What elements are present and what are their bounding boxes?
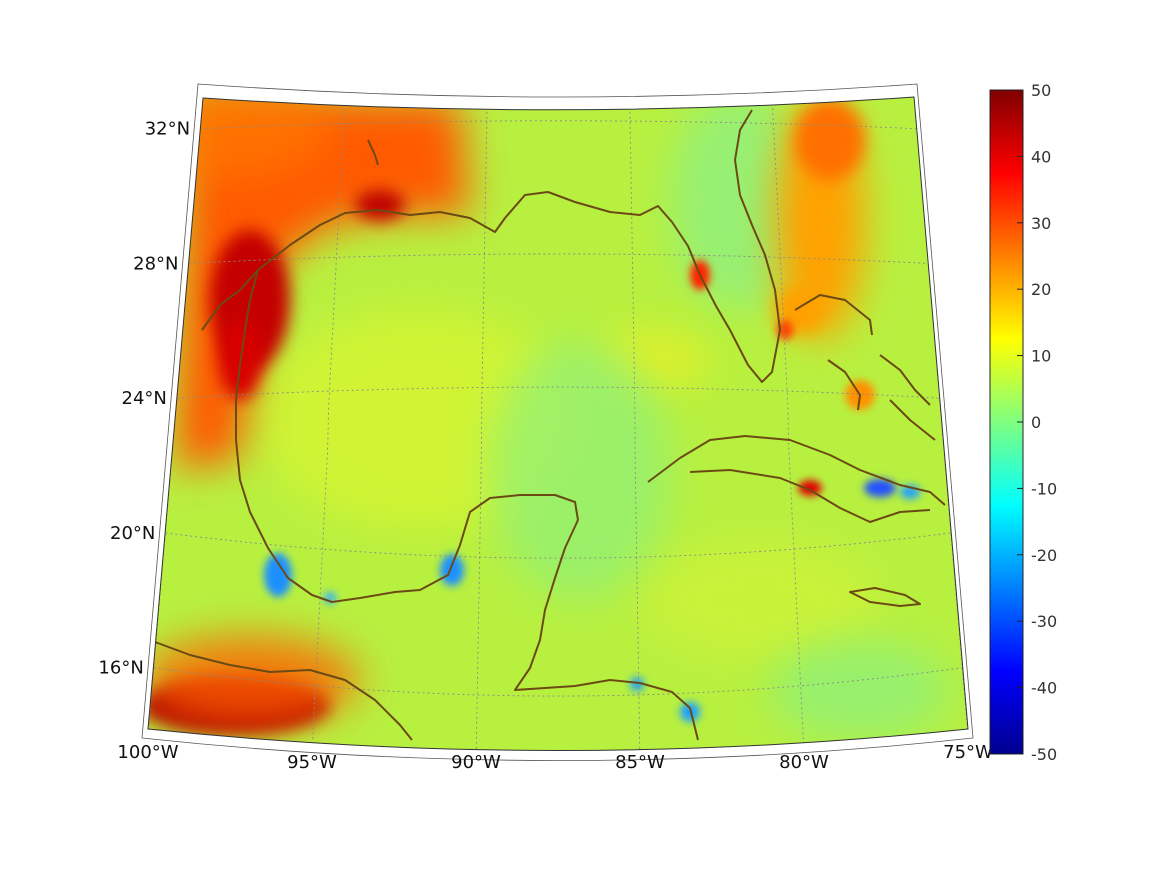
longitude-tick-label: 80°W: [779, 752, 829, 773]
colorbar-tick-label: 30: [1031, 214, 1051, 233]
latitude-tick-label: 28°N: [133, 253, 178, 274]
longitude-tick-label: 95°W: [287, 752, 337, 773]
longitude-tick-label: 85°W: [615, 752, 665, 773]
latitude-tick-label: 24°N: [122, 388, 167, 409]
colorbar-tick-label: -20: [1031, 546, 1057, 565]
meridian-line: [311, 97, 346, 751]
map-frame: [147, 96, 969, 751]
colorbar-tick-label: -40: [1031, 679, 1057, 698]
latitude-tick-label: 16°N: [98, 658, 143, 679]
coastline-layer: [154, 109, 946, 741]
colorbar-tick-label: -10: [1031, 479, 1057, 498]
meridian-line: [475, 97, 488, 751]
latitude-tick-label: 20°N: [110, 523, 155, 544]
longitude-tick-label: 75°W: [943, 742, 993, 763]
colorbar-tick-label: -50: [1031, 745, 1057, 764]
map-frame-outer: [141, 83, 974, 761]
latitude-labels: 16°N 20°N 24°N 28°N 32°N: [98, 119, 190, 679]
meridian-line: [629, 97, 641, 751]
latitude-tick-label: 32°N: [145, 119, 190, 140]
longitude-tick-label: 100°W: [117, 742, 178, 763]
parallel-line: [153, 667, 963, 697]
parallel-line: [165, 532, 951, 559]
colorbar-ticks: 50 40 30 20 10 0 -10 -20 -30 -40 -50: [1017, 81, 1057, 764]
meridian-line: [771, 97, 805, 751]
colorbar-tick-label: 40: [1031, 147, 1051, 166]
longitude-tick-label: 90°W: [451, 752, 501, 773]
colorbar-tick-label: 20: [1031, 280, 1051, 299]
colorbar-tick-label: 50: [1031, 81, 1051, 100]
parallel-line: [176, 386, 940, 399]
colorbar-tick-label: 0: [1031, 413, 1041, 432]
colorbar-tick-label: 10: [1031, 347, 1051, 366]
colorbar: 50 40 30 20 10 0 -10 -20 -30 -40 -50: [989, 81, 1057, 764]
longitude-labels: 100°W 95°W 90°W 85°W 80°W 75°W: [117, 742, 993, 773]
field-layer: [148, 97, 968, 751]
colorbar-tick-label: -30: [1031, 612, 1057, 631]
parallel-line: [188, 253, 929, 264]
